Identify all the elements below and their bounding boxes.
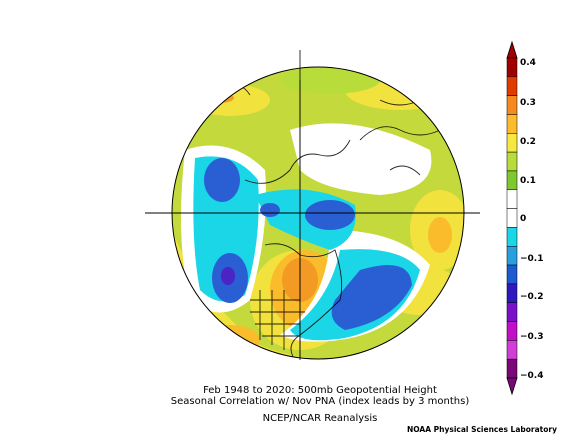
colorbar-segment [506, 95, 518, 115]
colorbar-segment [506, 283, 518, 303]
colorbar-segment [506, 340, 518, 360]
credit-label: NOAA Physical Sciences Laboratory [406, 425, 557, 434]
colorbar-segment [506, 57, 518, 78]
caption-source: NCEP/NCAR Reanalysis [262, 413, 378, 424]
colorbar-segment [506, 170, 518, 191]
colorbar-tick-label: −0.2 [520, 292, 543, 302]
colorbar: 0.4 0.3 0.2 0.1 0 −0.1 −0.2 −0.3 −0.4 [506, 40, 543, 396]
caption-title: Feb 1948 to 2020: 500mb Geopotential Hei… [203, 385, 437, 396]
colorbar-tick-label: 0.3 [520, 98, 536, 108]
colorbar-tick-label: −0.1 [520, 254, 543, 264]
colorbar-tick-label: 0 [520, 214, 526, 224]
colorbar-segment [506, 302, 518, 322]
colorbar-top-arrow [506, 40, 518, 59]
colorbar-segment [506, 114, 518, 134]
colorbar-segment [506, 227, 518, 247]
colorbar-tick-label: −0.3 [520, 332, 543, 342]
colorbar-segment [506, 358, 518, 379]
colorbar-bottom-arrow [506, 377, 518, 396]
colorbar-segment [506, 76, 518, 96]
colorbar-segment [506, 245, 518, 266]
colorbar-segment [506, 189, 518, 209]
colorbar-tick-label: −0.4 [520, 371, 543, 381]
colorbar-segment [506, 151, 518, 172]
colorbar-segment [506, 133, 518, 153]
colorbar-segment [506, 264, 518, 285]
colorbar-tick-label: 0.4 [520, 58, 536, 68]
caption-subtitle: Seasonal Correlation w/ Nov PNA (index l… [170, 396, 470, 407]
colorbar-tick-label: 0.1 [520, 176, 536, 186]
colorbar-tick-label: 0.2 [520, 137, 536, 147]
colorbar-segment [506, 321, 518, 341]
colorbar-segment [506, 208, 518, 228]
